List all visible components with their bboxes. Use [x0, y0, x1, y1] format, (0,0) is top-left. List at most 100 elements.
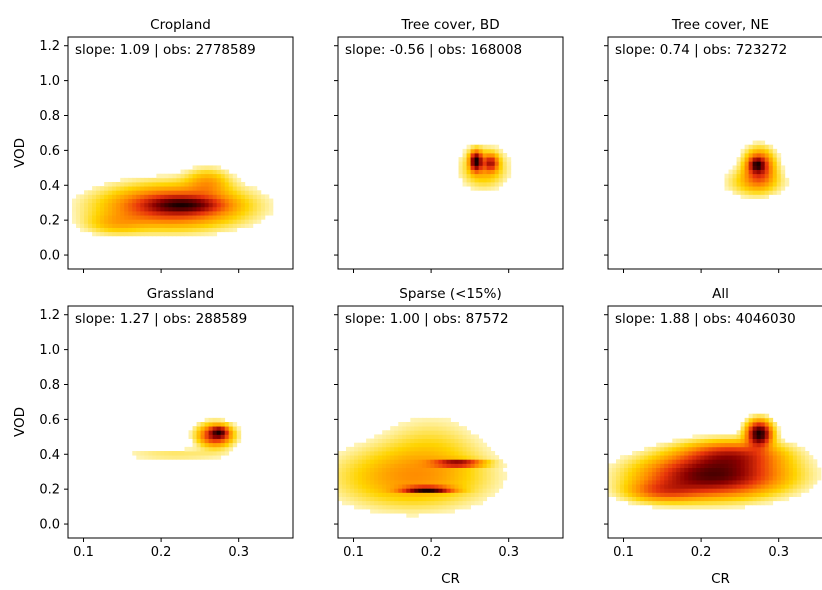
heatmap-cell — [112, 231, 117, 237]
heatmap-cell — [208, 219, 214, 224]
heatmap-cell — [760, 455, 766, 460]
heatmap-cell — [748, 496, 754, 502]
heatmap-cell — [768, 438, 774, 444]
heatmap-cell — [184, 202, 189, 208]
heatmap-cell — [792, 475, 798, 481]
heatmap-cell — [72, 211, 77, 216]
heatmap-cell — [196, 438, 201, 444]
heatmap-cell — [458, 438, 463, 444]
heatmap-cell — [112, 186, 117, 191]
heatmap-cell — [652, 471, 657, 477]
heatmap-cell — [152, 231, 157, 237]
heatmap-cell — [406, 442, 411, 448]
heatmap-cell — [748, 500, 754, 506]
heatmap-cell — [402, 504, 407, 510]
heatmap-cell — [784, 467, 790, 473]
heatmap-cell — [478, 148, 484, 154]
heatmap-cell — [680, 463, 685, 468]
heatmap-cell — [240, 211, 246, 216]
heatmap-cell — [216, 442, 222, 448]
heatmap-cell — [410, 417, 415, 423]
heatmap-cell — [776, 177, 782, 183]
heatmap-cell — [426, 446, 431, 452]
heatmap-cell — [418, 488, 423, 493]
heatmap-cell — [656, 500, 661, 506]
heatmap-cell — [740, 190, 746, 195]
heatmap-cell — [382, 492, 387, 497]
heatmap-cell — [696, 471, 701, 477]
heatmap-cell — [362, 442, 367, 448]
heatmap-cell — [188, 173, 193, 179]
heatmap-cell — [760, 451, 766, 456]
heatmap-cell — [382, 488, 387, 493]
heatmap-cell — [760, 475, 766, 481]
heatmap-cell — [414, 455, 419, 460]
heatmap-cell — [236, 438, 242, 444]
heatmap-cell — [708, 446, 713, 452]
heatmap-cell — [124, 194, 129, 199]
y-tick-label: 0.6 — [39, 413, 60, 428]
heatmap-cell — [620, 463, 625, 468]
heatmap-cell — [462, 451, 467, 456]
heatmap-cell — [410, 484, 415, 489]
x-axis-label: CR — [441, 571, 460, 587]
heatmap-cell — [140, 211, 145, 216]
heatmap-cell — [168, 202, 173, 208]
heatmap-cell — [422, 417, 427, 423]
heatmap-cell — [744, 190, 750, 195]
heatmap-cell — [478, 492, 484, 497]
heatmap-cell — [346, 488, 351, 493]
heatmap-cell — [700, 488, 705, 493]
heatmap-cell — [418, 492, 423, 497]
heatmap-cell — [216, 438, 222, 444]
heatmap-cell — [788, 475, 794, 481]
heatmap-cell — [382, 463, 387, 468]
heatmap-cell — [184, 231, 189, 237]
heatmap-cell — [96, 219, 101, 224]
heatmap-cell — [648, 459, 653, 464]
heatmap-cell — [454, 422, 459, 427]
heatmap-cell — [756, 165, 762, 170]
heatmap-cell — [382, 500, 387, 506]
heatmap-cell — [752, 496, 758, 502]
heatmap-cell — [382, 480, 387, 485]
y-tick-label: 0.4 — [39, 179, 60, 194]
heatmap-cell — [772, 496, 778, 502]
heatmap-cell — [402, 471, 407, 477]
heatmap-cell — [80, 215, 85, 220]
heatmap-cell — [688, 463, 693, 468]
heatmap-cell — [486, 153, 492, 158]
heatmap-cell — [172, 211, 177, 216]
heatmap-cell — [228, 186, 234, 191]
heatmap-cell — [192, 202, 197, 208]
heatmap-cell — [462, 467, 467, 473]
heatmap-cell — [104, 182, 109, 187]
heatmap-cell — [132, 198, 137, 204]
heatmap-cell — [494, 165, 500, 170]
heatmap-cell — [422, 504, 427, 510]
heatmap-cell — [740, 455, 746, 460]
heatmap-cell — [176, 231, 181, 237]
heatmap-cell — [112, 198, 117, 204]
heatmap-cell — [628, 496, 633, 502]
heatmap-cell — [422, 492, 427, 497]
heatmap-cell — [164, 198, 169, 204]
heatmap-cell — [434, 500, 439, 506]
heatmap-cell — [378, 442, 383, 448]
heatmap-cell — [454, 492, 459, 497]
heatmap-cell — [652, 480, 657, 485]
heatmap-cell — [458, 496, 463, 502]
heatmap-cell — [724, 471, 729, 477]
heatmap-cell — [498, 165, 504, 170]
heatmap-cell — [96, 186, 101, 191]
heatmap-cell — [668, 442, 673, 448]
heatmap-cell — [224, 451, 230, 456]
heatmap-cell — [346, 446, 351, 452]
heatmap-cell — [414, 504, 419, 510]
heatmap-cell — [494, 144, 500, 150]
heatmap-cell — [224, 202, 230, 208]
heatmap-cell — [232, 227, 238, 233]
heatmap-cell — [96, 194, 101, 199]
heatmap-cell — [732, 186, 737, 191]
heatmap-cell — [410, 504, 415, 510]
